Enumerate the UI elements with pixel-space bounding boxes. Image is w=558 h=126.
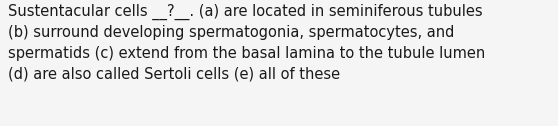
Text: Sustentacular cells __?__. (a) are located in seminiferous tubules
(b) surround : Sustentacular cells __?__. (a) are locat… (8, 4, 485, 81)
